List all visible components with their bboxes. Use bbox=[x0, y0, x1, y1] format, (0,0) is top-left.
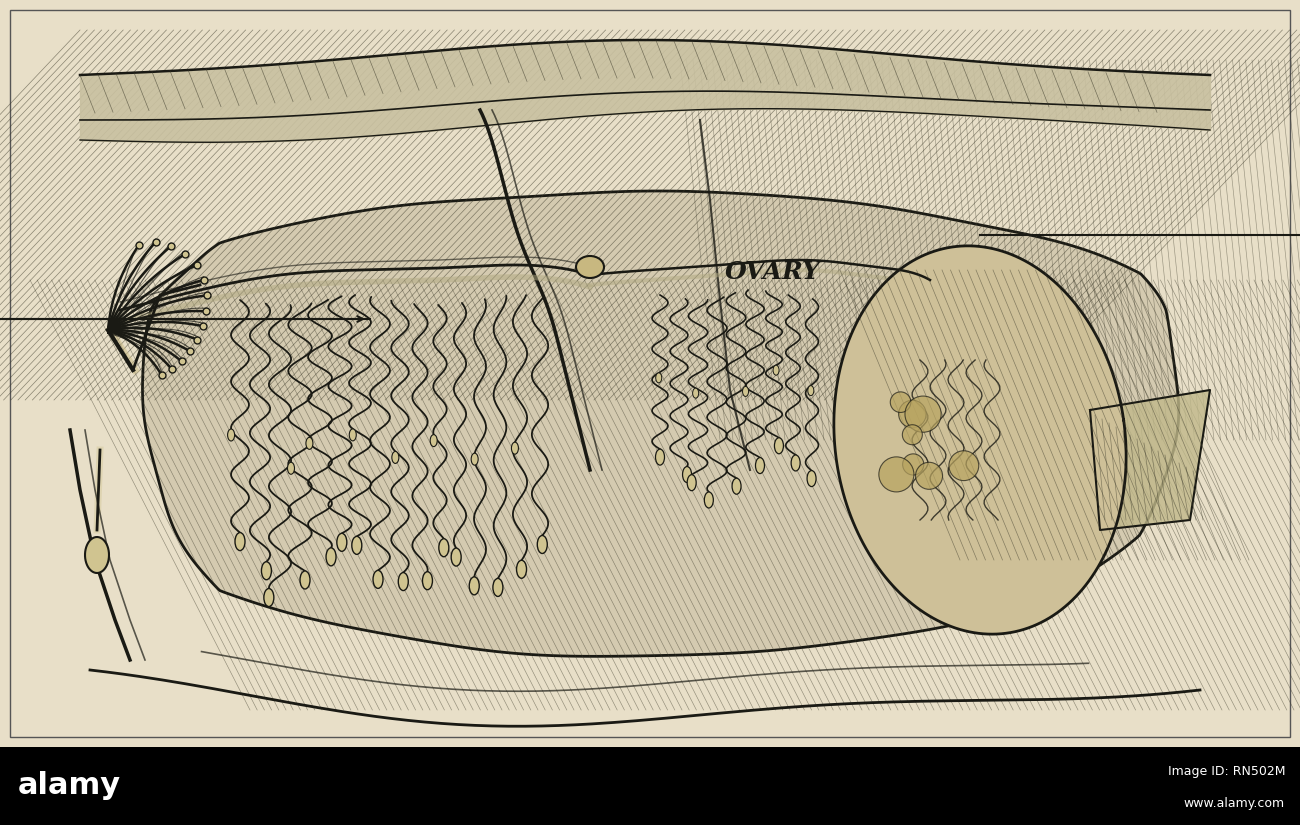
Bar bbox=[10, 10, 1290, 737]
Ellipse shape bbox=[287, 462, 295, 474]
Ellipse shape bbox=[792, 455, 799, 471]
Circle shape bbox=[902, 454, 924, 475]
Circle shape bbox=[902, 425, 922, 445]
Ellipse shape bbox=[537, 535, 547, 554]
Ellipse shape bbox=[264, 588, 274, 606]
Circle shape bbox=[949, 450, 979, 481]
Circle shape bbox=[879, 457, 914, 492]
Ellipse shape bbox=[469, 577, 480, 595]
Polygon shape bbox=[143, 191, 1179, 657]
Ellipse shape bbox=[306, 437, 313, 450]
Ellipse shape bbox=[774, 365, 779, 375]
Circle shape bbox=[898, 400, 926, 427]
Ellipse shape bbox=[422, 572, 433, 590]
Ellipse shape bbox=[430, 435, 437, 446]
Ellipse shape bbox=[391, 451, 399, 464]
Bar bbox=[0, 747, 1300, 825]
Text: www.alamy.com: www.alamy.com bbox=[1184, 797, 1284, 809]
Ellipse shape bbox=[227, 429, 234, 441]
Ellipse shape bbox=[235, 533, 244, 550]
Ellipse shape bbox=[732, 478, 741, 494]
Ellipse shape bbox=[742, 386, 749, 397]
Ellipse shape bbox=[373, 570, 384, 588]
Polygon shape bbox=[84, 537, 109, 573]
Polygon shape bbox=[1089, 390, 1210, 530]
Ellipse shape bbox=[705, 492, 714, 508]
Ellipse shape bbox=[350, 429, 356, 441]
Ellipse shape bbox=[493, 578, 503, 596]
Ellipse shape bbox=[807, 385, 814, 396]
Ellipse shape bbox=[688, 474, 697, 491]
Ellipse shape bbox=[439, 539, 448, 557]
Ellipse shape bbox=[755, 458, 764, 474]
Ellipse shape bbox=[300, 571, 309, 589]
Text: Image ID: RN502M: Image ID: RN502M bbox=[1167, 766, 1284, 779]
Ellipse shape bbox=[775, 438, 784, 454]
Ellipse shape bbox=[261, 562, 272, 580]
Ellipse shape bbox=[655, 373, 662, 383]
Circle shape bbox=[905, 396, 941, 432]
Text: alamy: alamy bbox=[18, 771, 121, 800]
Polygon shape bbox=[833, 246, 1126, 634]
Ellipse shape bbox=[326, 548, 335, 566]
Ellipse shape bbox=[398, 573, 408, 591]
Ellipse shape bbox=[451, 548, 462, 566]
Ellipse shape bbox=[807, 470, 816, 487]
Ellipse shape bbox=[655, 449, 664, 465]
Text: OVARY: OVARY bbox=[725, 260, 820, 284]
Ellipse shape bbox=[576, 256, 604, 278]
Ellipse shape bbox=[352, 536, 361, 554]
Circle shape bbox=[915, 462, 942, 489]
Ellipse shape bbox=[682, 467, 692, 483]
Ellipse shape bbox=[516, 560, 526, 578]
Ellipse shape bbox=[471, 453, 478, 465]
Ellipse shape bbox=[511, 442, 519, 455]
Ellipse shape bbox=[693, 388, 698, 398]
Ellipse shape bbox=[337, 533, 347, 551]
Circle shape bbox=[891, 392, 911, 412]
